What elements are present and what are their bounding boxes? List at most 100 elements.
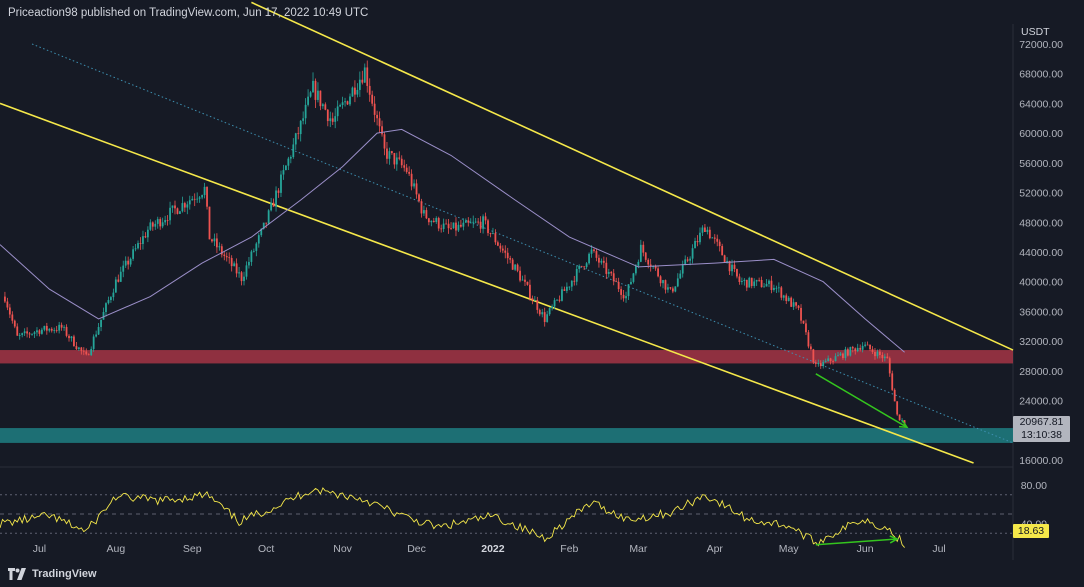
candle-body — [758, 279, 761, 281]
candle-body — [53, 329, 56, 331]
candle-body — [516, 264, 519, 271]
moving-average-layer — [0, 128, 905, 353]
candle-body — [467, 220, 470, 223]
time-tick-label: Apr — [707, 543, 724, 555]
candle-body — [4, 296, 6, 302]
candle-body — [726, 260, 728, 263]
candle-body — [704, 227, 706, 232]
candle-body — [245, 265, 248, 277]
candle-body — [578, 265, 581, 269]
candle-body — [381, 126, 383, 135]
candle-body — [620, 289, 623, 295]
candle-body — [326, 109, 329, 122]
candle-body — [48, 328, 51, 331]
candle-body — [427, 218, 430, 223]
candle-body — [708, 229, 711, 239]
price-tick-label: 60000.00 — [1019, 128, 1063, 140]
candle-body — [785, 295, 788, 301]
candle-body — [420, 201, 423, 214]
candle-body — [277, 190, 280, 193]
candle-body — [26, 331, 29, 334]
candle-body — [869, 344, 871, 350]
candle-body — [243, 276, 245, 282]
candle-body — [543, 312, 546, 322]
time-tick-label: Jun — [857, 543, 874, 555]
candle-body — [521, 279, 524, 281]
candle-body — [605, 262, 608, 274]
candle-body — [777, 287, 780, 289]
candle-body — [644, 252, 647, 260]
candle-body — [745, 279, 748, 288]
candle-body — [208, 206, 211, 240]
footer-brand-name: TradingView — [32, 568, 97, 580]
candle-body — [501, 248, 504, 251]
candle-body — [768, 280, 770, 284]
candle-body — [506, 252, 509, 259]
candle-body — [669, 287, 672, 289]
candle-body — [634, 265, 637, 274]
candle-body — [585, 263, 588, 268]
candle-body — [144, 236, 147, 238]
candle-body — [299, 120, 302, 135]
candle-body — [235, 263, 238, 274]
candle-body — [780, 287, 783, 298]
candle-body — [637, 261, 640, 266]
candle-body — [423, 210, 425, 214]
candle-body — [129, 258, 132, 265]
candle-body — [612, 273, 615, 282]
candle-body — [255, 243, 258, 251]
candle-body — [211, 239, 213, 242]
candle-body — [302, 118, 305, 121]
price-tick-label: 52000.00 — [1019, 188, 1063, 200]
candle-body — [11, 314, 14, 321]
candle-body — [154, 223, 157, 227]
candle-body — [593, 249, 595, 252]
candle-body — [403, 165, 406, 168]
footer-brand[interactable]: TradingView — [8, 566, 97, 582]
candle-body — [829, 358, 832, 362]
candle-body — [681, 264, 684, 274]
candle-body — [176, 208, 179, 214]
candle-body — [50, 328, 53, 331]
price-tick-label: 24000.00 — [1019, 396, 1063, 408]
candle-body — [331, 118, 334, 122]
candle-body — [558, 299, 561, 301]
candle-body — [21, 333, 24, 336]
candle-body — [292, 144, 295, 158]
candle-body — [117, 279, 120, 282]
candle-body — [252, 250, 255, 252]
candle-body — [383, 134, 386, 149]
candle-body — [127, 260, 130, 265]
candle-body — [627, 284, 630, 297]
candle-body — [553, 300, 556, 307]
target-zone — [0, 428, 1013, 443]
candle-body — [598, 257, 600, 263]
candle-body — [888, 358, 891, 374]
candle-body — [400, 158, 403, 166]
candle-body — [203, 186, 206, 196]
candle-body — [775, 287, 778, 289]
rsi-layer — [0, 487, 1013, 548]
candle-body — [112, 292, 115, 298]
candle-body — [151, 222, 154, 227]
candle-body — [654, 266, 657, 269]
candle-body — [487, 220, 489, 234]
candle-body — [482, 216, 484, 229]
candle-body — [755, 279, 758, 282]
candle-body — [228, 257, 231, 259]
candle-body — [602, 260, 605, 263]
candle-body — [31, 333, 33, 335]
candle-body — [659, 276, 662, 284]
candle-body — [265, 222, 268, 224]
candle-body — [561, 289, 563, 301]
candle-body — [773, 287, 775, 290]
candle-body — [233, 263, 236, 267]
price-divergence-arrow-arrowhead — [898, 420, 909, 429]
candle-body — [137, 243, 139, 249]
rsi-divergence-arrow-line — [815, 538, 898, 546]
candle-body — [329, 118, 332, 122]
candle-body — [864, 344, 867, 346]
time-tick-label: 2022 — [481, 543, 505, 555]
